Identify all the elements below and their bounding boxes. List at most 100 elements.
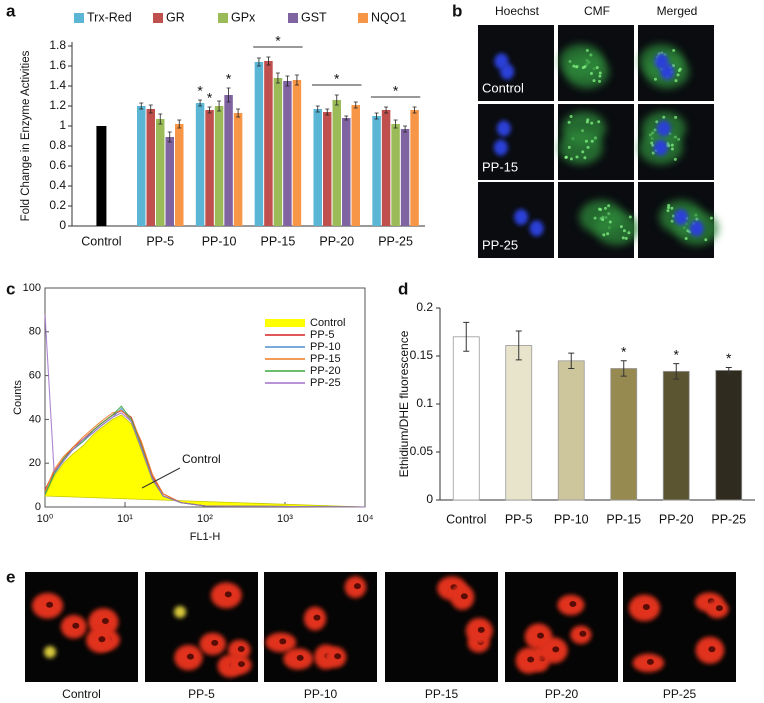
panel-label: a [6, 1, 16, 20]
y-axis-title: Ethidium/DHE fluorescence [397, 330, 411, 477]
error-bar [325, 108, 330, 116]
row-label: Control [482, 80, 524, 95]
nucleus [279, 638, 287, 645]
x-tick-label: PP-5 [505, 512, 533, 526]
bar [233, 113, 243, 226]
y-axis-title: Counts [12, 380, 24, 415]
granule [564, 155, 568, 159]
y-tick-label: 0.2 [416, 300, 433, 314]
granule [575, 155, 579, 159]
y-axis-title: Fold Change in Enzyme Activities [20, 50, 32, 221]
y-tick-label: 0.05 [410, 444, 434, 458]
y-tick-label: 1.8 [49, 38, 66, 52]
nucleus [353, 583, 361, 590]
granule [628, 215, 632, 219]
bar [410, 110, 419, 226]
caption: PP-20 [545, 687, 579, 701]
error-bar [344, 115, 349, 121]
error-bar [374, 112, 379, 120]
bar [175, 124, 184, 226]
significance-mark: * [275, 33, 281, 49]
granule [575, 65, 579, 69]
granule [601, 218, 605, 222]
nucleus [689, 220, 704, 237]
granule [590, 139, 594, 143]
x-tick-label: 10³ [277, 513, 293, 525]
granule [584, 139, 588, 143]
granule [678, 67, 682, 71]
y-tick-label: 0 [426, 492, 433, 506]
y-tick-label: 60 [29, 370, 41, 382]
granule [670, 219, 674, 223]
granule [586, 145, 590, 149]
legend-swatch [358, 13, 368, 23]
cytoplasm [558, 130, 603, 165]
legend-label: Control [310, 317, 345, 329]
legend-label: Trx-Red [87, 10, 132, 24]
legend-swatch [218, 13, 228, 23]
nucleus [237, 645, 245, 652]
granule [567, 120, 571, 124]
bar [292, 80, 302, 226]
error-bar [620, 360, 627, 377]
bar [715, 369, 743, 501]
error-bar [393, 119, 398, 129]
nucleus [514, 209, 529, 226]
granule [667, 206, 671, 210]
panel-label: c [6, 279, 15, 298]
granule [607, 204, 611, 208]
caption: Control [62, 687, 101, 701]
y-tick-label: 0.1 [416, 396, 433, 410]
panel-label: e [6, 567, 15, 586]
y-tick-label: 0 [59, 218, 66, 232]
granule [653, 128, 657, 132]
micrograph [478, 25, 554, 101]
caption: PP-25 [663, 687, 697, 701]
y-tick-label: 0.6 [49, 158, 66, 172]
granule [662, 115, 666, 119]
granule [676, 73, 680, 77]
x-axis-title: FL1-H [190, 531, 221, 543]
panel-label: b [452, 1, 462, 20]
error-bar [158, 113, 163, 125]
granule [597, 79, 601, 83]
x-tick-label: 10⁴ [357, 513, 374, 525]
nucleus [646, 658, 654, 665]
granule [670, 206, 674, 210]
column-header: Merged [657, 4, 698, 18]
bar [146, 109, 155, 226]
legend-swatch [74, 13, 84, 23]
bar [214, 106, 224, 226]
y-tick-label: 1 [59, 118, 66, 132]
error-bar [266, 56, 271, 66]
y-tick-label: 0.15 [410, 348, 434, 362]
granule [606, 232, 610, 236]
significance-mark: * [674, 346, 680, 362]
granule [619, 225, 623, 229]
granule [585, 48, 589, 52]
granule [674, 115, 678, 119]
x-tick-label: PP-20 [319, 234, 354, 248]
cell-highlight [44, 646, 56, 658]
nucleus [642, 603, 650, 610]
micrograph [478, 104, 554, 180]
nucleus [237, 661, 245, 668]
bar [505, 345, 533, 501]
significance-mark: * [393, 83, 399, 99]
granule [653, 77, 657, 81]
x-tick-label: PP-25 [378, 234, 413, 248]
granule [583, 65, 587, 69]
bar [342, 118, 351, 226]
granule [627, 231, 631, 235]
annotation-pointer [141, 467, 181, 489]
granule [572, 64, 576, 68]
x-tick-label: PP-10 [202, 234, 237, 248]
granule [597, 120, 601, 124]
granule [581, 150, 585, 154]
y-tick-label: 20 [29, 457, 41, 469]
nucleus [529, 220, 544, 237]
y-tick-label: 0.8 [49, 138, 66, 152]
granule [709, 216, 713, 220]
row-label: PP-25 [482, 237, 518, 252]
x-tick-label: 10¹ [117, 513, 133, 525]
